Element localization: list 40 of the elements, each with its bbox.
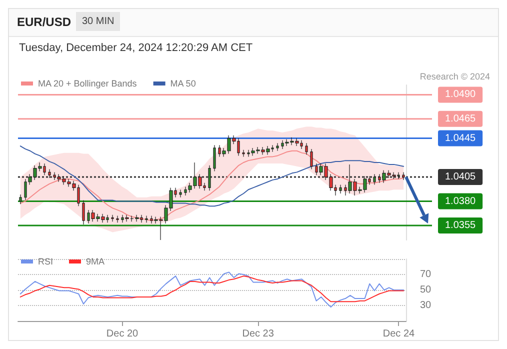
line-series: [20, 276, 404, 302]
candlestick: [208, 165, 211, 191]
x-tick-label: Dec 24: [382, 328, 416, 340]
y-tick-label: 1.0445: [445, 132, 476, 144]
x-tick-label: Dec 20: [106, 328, 139, 340]
legend-label: RSI: [38, 256, 54, 266]
candlestick: [305, 142, 308, 156]
chart-title: EUR/USD: [17, 15, 72, 29]
legend-label: MA 20 + Bollinger Bands: [38, 78, 138, 88]
candlestick: [48, 168, 51, 178]
y-tick-label: 30: [420, 300, 432, 311]
text: Tuesday, December 24, 2024 12:20:29 AM CET: [19, 42, 253, 54]
candlestick: [179, 189, 182, 198]
candlestick: [82, 200, 85, 225]
x-tick-label: Dec 23: [242, 328, 274, 340]
y-tick-label: 1.0355: [445, 220, 476, 231]
y-tick-label: 50: [420, 284, 432, 296]
candlestick: [402, 172, 405, 180]
candlestick: [242, 150, 245, 157]
candlestick: [111, 214, 114, 222]
candlestick: [19, 194, 22, 204]
candlestick: [116, 215, 119, 223]
candlestick: [310, 148, 313, 170]
line-series: [20, 146, 404, 207]
legend-label: MA 50: [170, 78, 196, 88]
line-series: [20, 272, 404, 308]
candlestick: [373, 174, 376, 186]
candlestick: [145, 215, 148, 223]
legend-label: 9MA: [86, 256, 105, 266]
y-tick-label: 1.0405: [445, 172, 476, 183]
candlestick: [276, 142, 279, 152]
y-tick-label: 70: [420, 269, 432, 280]
line-series: [20, 150, 404, 222]
chart-subtitle: 30 MIN: [76, 12, 120, 31]
y-tick-label: 1.0380: [445, 196, 476, 207]
y-tick-label: 1.0465: [445, 113, 476, 124]
y-tick-label: 1.0490: [445, 89, 476, 100]
text: Research © 2024: [420, 72, 490, 82]
candlestick: [213, 144, 216, 172]
candlestick: [339, 184, 342, 194]
